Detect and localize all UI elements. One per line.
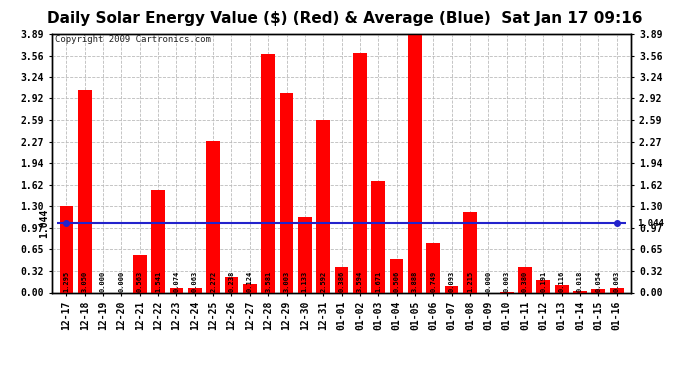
- Text: 0.093: 0.093: [448, 271, 455, 292]
- Bar: [170, 288, 184, 292]
- Bar: [151, 190, 165, 292]
- Bar: [518, 267, 532, 292]
- Text: 0.506: 0.506: [393, 271, 400, 292]
- Text: 0.191: 0.191: [540, 271, 546, 292]
- Bar: [262, 54, 275, 292]
- Text: Copyright 2009 Cartronics.com: Copyright 2009 Cartronics.com: [55, 35, 210, 44]
- Text: 0.116: 0.116: [559, 271, 564, 292]
- Text: 0.124: 0.124: [247, 271, 253, 292]
- Text: 1.295: 1.295: [63, 271, 70, 292]
- Text: 1.044: 1.044: [39, 209, 50, 238]
- Text: 0.238: 0.238: [228, 271, 235, 292]
- Bar: [353, 54, 367, 292]
- Text: 1.541: 1.541: [155, 271, 161, 292]
- Text: 0.063: 0.063: [613, 271, 620, 292]
- Bar: [463, 211, 477, 292]
- Text: 1.044: 1.044: [637, 219, 664, 228]
- Text: 1.671: 1.671: [375, 271, 382, 292]
- Text: 0.063: 0.063: [192, 271, 198, 292]
- Bar: [78, 90, 92, 292]
- Text: 0.386: 0.386: [339, 271, 344, 292]
- Bar: [591, 289, 605, 292]
- Text: 0.003: 0.003: [504, 271, 510, 292]
- Text: Daily Solar Energy Value ($) (Red) & Average (Blue)  Sat Jan 17 09:16: Daily Solar Energy Value ($) (Red) & Ave…: [47, 11, 643, 26]
- Text: 0.000: 0.000: [100, 271, 106, 292]
- Bar: [555, 285, 569, 292]
- Text: 0.563: 0.563: [137, 271, 143, 292]
- Text: 0.054: 0.054: [595, 271, 601, 292]
- Bar: [610, 288, 624, 292]
- Text: 0.000: 0.000: [119, 271, 124, 292]
- Bar: [371, 182, 385, 292]
- Text: 0.074: 0.074: [173, 271, 179, 292]
- Bar: [225, 277, 238, 292]
- Text: 0.749: 0.749: [431, 271, 436, 292]
- Bar: [426, 243, 440, 292]
- Bar: [206, 141, 220, 292]
- Bar: [445, 286, 458, 292]
- Text: 3.594: 3.594: [357, 271, 363, 292]
- Text: 3.581: 3.581: [265, 271, 271, 292]
- Bar: [335, 267, 348, 292]
- Text: 1.133: 1.133: [302, 271, 308, 292]
- Bar: [573, 291, 587, 292]
- Text: 0.380: 0.380: [522, 271, 528, 292]
- Bar: [316, 120, 330, 292]
- Text: 0.018: 0.018: [577, 271, 583, 292]
- Text: 2.272: 2.272: [210, 271, 216, 292]
- Bar: [59, 206, 73, 292]
- Text: 3.888: 3.888: [412, 271, 418, 292]
- Bar: [279, 93, 293, 292]
- Bar: [408, 34, 422, 292]
- Bar: [298, 217, 312, 292]
- Bar: [536, 280, 550, 292]
- Text: 3.003: 3.003: [284, 271, 290, 292]
- Bar: [188, 288, 201, 292]
- Text: 0.000: 0.000: [485, 271, 491, 292]
- Bar: [243, 284, 257, 292]
- Text: 3.050: 3.050: [82, 271, 88, 292]
- Text: 1.215: 1.215: [467, 271, 473, 292]
- Bar: [390, 259, 404, 292]
- Text: 2.592: 2.592: [320, 271, 326, 292]
- Bar: [133, 255, 147, 292]
